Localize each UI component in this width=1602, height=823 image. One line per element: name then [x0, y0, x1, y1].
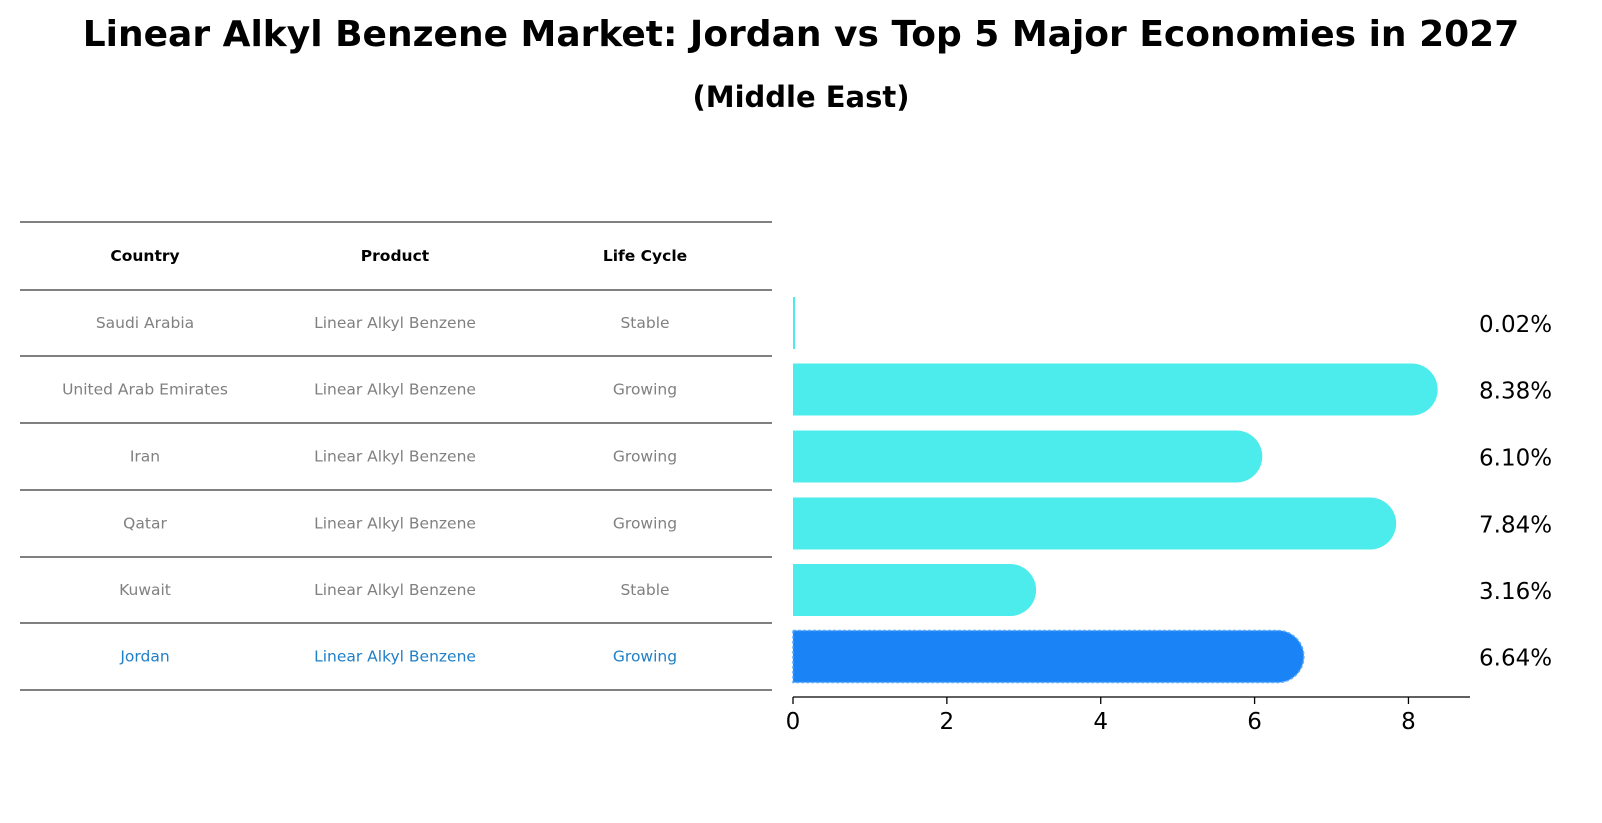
value-label: 0.02% [1479, 312, 1552, 338]
cell-product: Linear Alkyl Benzene [314, 648, 476, 666]
cell-life-cycle: Stable [620, 314, 669, 332]
cell-life-cycle: Growing [613, 448, 677, 466]
x-tick-label: 2 [940, 709, 955, 735]
chart-title: Linear Alkyl Benzene Market: Jordan vs T… [82, 14, 1520, 55]
header-life-cycle: Life Cycle [603, 247, 687, 265]
value-label: 6.64% [1479, 646, 1552, 672]
cell-life-cycle: Growing [613, 381, 677, 399]
bar-kuwait [793, 564, 1037, 616]
value-label: 3.16% [1479, 579, 1552, 605]
cell-product: Linear Alkyl Benzene [314, 314, 476, 332]
bar-qatar [793, 497, 1397, 550]
cell-life-cycle: Growing [613, 648, 677, 666]
cell-life-cycle: Stable [620, 581, 669, 599]
bar-united-arab-emirates [793, 363, 1438, 416]
cell-country: Qatar [123, 515, 167, 533]
x-tick-label: 6 [1247, 709, 1262, 735]
value-label: 8.38% [1479, 379, 1552, 405]
header-country: Country [110, 247, 179, 265]
value-label: 7.84% [1479, 513, 1552, 539]
header-product: Product [361, 247, 430, 265]
bar-iran [793, 430, 1263, 483]
cell-country: Kuwait [119, 581, 171, 599]
cell-product: Linear Alkyl Benzene [314, 448, 476, 466]
cell-product: Linear Alkyl Benzene [314, 581, 476, 599]
data-table: Country Product Life Cycle Saudi Arabia Line… [20, 221, 772, 691]
bar-plot: 0.02% 8.38% 6.10% 7.84% 3.16% 6.64% [792, 297, 1552, 684]
cell-product: Linear Alkyl Benzene [314, 515, 476, 533]
x-tick-label: 8 [1401, 709, 1416, 735]
cell-country: Iran [130, 448, 160, 466]
cell-country: Saudi Arabia [96, 314, 194, 332]
cell-country: Jordan [119, 648, 169, 666]
value-label: 6.10% [1479, 446, 1552, 472]
chart-subtitle: (Middle East) [692, 80, 910, 114]
cell-product: Linear Alkyl Benzene [314, 381, 476, 399]
x-tick-label: 0 [786, 709, 801, 735]
bar-saudi-arabia [793, 297, 795, 349]
x-axis: 0 2 4 6 8 [786, 696, 1470, 735]
x-tick-label: 4 [1093, 709, 1108, 735]
cell-country: United Arab Emirates [62, 381, 228, 399]
bar-jordan [792, 629, 1305, 684]
cell-life-cycle: Growing [613, 515, 677, 533]
